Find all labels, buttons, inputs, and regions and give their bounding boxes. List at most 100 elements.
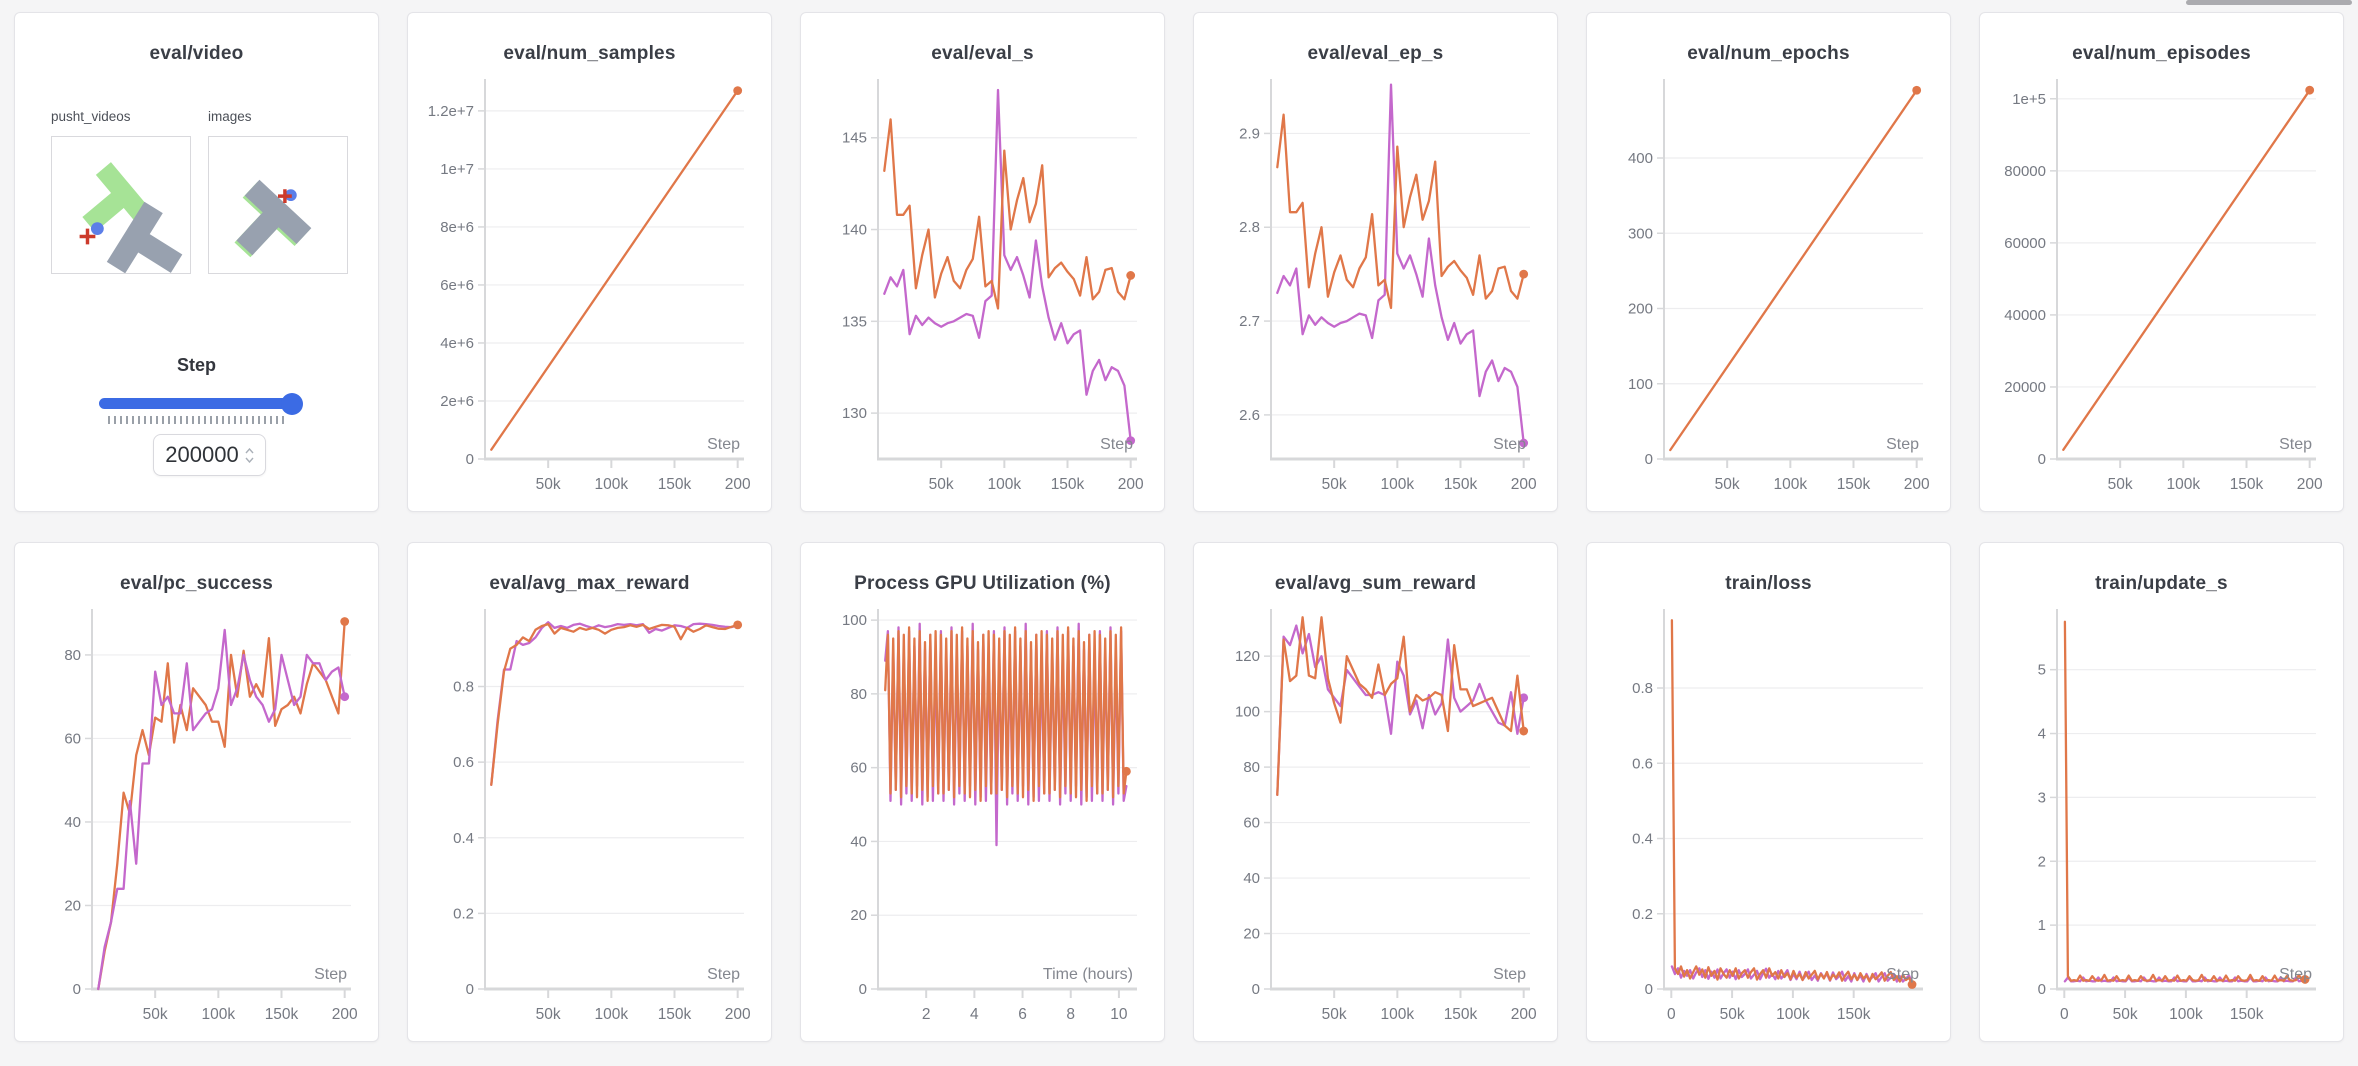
svg-text:50k: 50k <box>1322 1006 1347 1023</box>
chart-title: eval/pc_success <box>119 573 273 594</box>
svg-text:80000: 80000 <box>2004 163 2046 180</box>
svg-text:150k: 150k <box>265 1006 299 1023</box>
svg-text:50k: 50k <box>2113 1006 2138 1023</box>
svg-text:100k: 100k <box>1774 476 1808 493</box>
svg-text:0: 0 <box>1252 981 1260 998</box>
svg-text:Step: Step <box>1493 966 1526 983</box>
svg-text:135: 135 <box>842 313 867 330</box>
panel-eval-num-samples: eval/num_samples 0 2e+6 4e+6 6e+6 8e+6 1e+7 1.… <box>407 12 772 512</box>
line-chart[interactable]: 2.6 2.7 2.8 2.9 50k 100k 150k 200 Step <box>1207 69 1544 505</box>
line-chart[interactable]: 0 2e+6 4e+6 6e+6 8e+6 1e+7 1.2e+7 50k 100k 150k 20… <box>421 69 758 505</box>
svg-text:100k: 100k <box>595 476 629 493</box>
svg-text:60: 60 <box>850 760 867 777</box>
line-chart[interactable]: 0 20 40 60 80 50k 100k 150k 200 Step <box>28 599 365 1035</box>
panel-eval-eval-s: eval/eval_s 130 135 140 145 50k 100k 150k 200 St… <box>800 12 1165 512</box>
svg-text:1e+7: 1e+7 <box>440 161 474 178</box>
svg-text:150k: 150k <box>1444 1006 1478 1023</box>
svg-text:40: 40 <box>64 814 81 831</box>
svg-text:50k: 50k <box>1720 1006 1745 1023</box>
svg-text:2e+6: 2e+6 <box>440 393 474 410</box>
svg-text:1: 1 <box>2038 917 2046 934</box>
svg-text:0.4: 0.4 <box>1632 831 1653 848</box>
panel-eval-avg-max-reward: eval/avg_max_reward 0 0.2 0.4 0.6 0.8 50k 100k… <box>407 542 772 1042</box>
svg-text:20: 20 <box>1243 926 1260 943</box>
svg-text:200: 200 <box>1118 476 1144 493</box>
svg-text:3: 3 <box>2038 789 2046 806</box>
line-chart[interactable]: 0 20 40 60 80 100 2 4 6 8 10 Time (hours) <box>814 599 1151 1035</box>
svg-text:2: 2 <box>922 1006 931 1023</box>
svg-text:0.2: 0.2 <box>453 905 474 922</box>
svg-text:150k: 150k <box>658 1006 692 1023</box>
line-chart[interactable]: 130 135 140 145 50k 100k 150k 200 Step <box>814 69 1151 505</box>
svg-text:50k: 50k <box>536 1006 561 1023</box>
svg-text:1e+5: 1e+5 <box>2012 91 2046 108</box>
svg-text:150k: 150k <box>1837 476 1871 493</box>
svg-text:200: 200 <box>332 1006 358 1023</box>
chart-title: eval/num_episodes <box>2072 43 2251 64</box>
svg-text:Step: Step <box>314 966 347 983</box>
svg-text:20: 20 <box>850 907 867 924</box>
svg-text:100k: 100k <box>595 1006 629 1023</box>
svg-text:200: 200 <box>725 1006 751 1023</box>
svg-text:2.9: 2.9 <box>1239 125 1260 142</box>
svg-text:200: 200 <box>1628 301 1653 318</box>
pusht-video-thumbnail[interactable] <box>51 136 191 274</box>
step-slider-tickmarks <box>108 416 288 424</box>
svg-text:100: 100 <box>1235 704 1260 721</box>
horizontal-scrollbar-thumb[interactable] <box>2186 0 2352 5</box>
svg-text:0: 0 <box>1645 981 1653 998</box>
svg-text:40: 40 <box>850 833 867 850</box>
svg-text:150k: 150k <box>658 476 692 493</box>
pusht-video-frame <box>79 162 183 273</box>
step-slider-track[interactable] <box>99 398 301 409</box>
chart-title: eval/avg_sum_reward <box>1274 573 1477 594</box>
chart-title: eval/num_samples <box>503 43 676 64</box>
svg-text:2.8: 2.8 <box>1239 219 1260 236</box>
images-thumbnail[interactable] <box>208 136 348 274</box>
line-chart[interactable]: 0 20000 40000 60000 80000 1e+5 50k 100k 150k 200 S… <box>1993 69 2330 505</box>
line-chart[interactable]: 0 20 40 60 80 100 120 50k 100k 150k 200 Step <box>1207 599 1544 1035</box>
panel-eval-num-episodes: eval/num_episodes 0 20000 40000 60000 80000 1… <box>1979 12 2344 512</box>
svg-text:40: 40 <box>1243 870 1260 887</box>
svg-text:60000: 60000 <box>2004 235 2046 252</box>
step-slider-label: Step <box>176 355 216 375</box>
line-chart[interactable]: 0 0.2 0.4 0.6 0.8 50k 100k 150k 200 Step <box>421 599 758 1035</box>
svg-text:0: 0 <box>2038 981 2046 998</box>
svg-text:100k: 100k <box>2167 476 2201 493</box>
svg-text:100: 100 <box>1628 376 1653 393</box>
svg-text:200: 200 <box>725 476 751 493</box>
svg-text:4: 4 <box>2038 726 2046 743</box>
svg-text:100: 100 <box>842 612 867 629</box>
pusht-target-cross <box>79 228 96 245</box>
svg-text:150k: 150k <box>2230 476 2264 493</box>
panel-eval-video: eval/video pusht_videos images <box>14 12 379 512</box>
svg-text:100k: 100k <box>1381 476 1415 493</box>
svg-text:50k: 50k <box>1715 476 1740 493</box>
svg-text:2.6: 2.6 <box>1239 407 1260 424</box>
panel-title: eval/video <box>149 43 244 64</box>
number-spinner[interactable] <box>245 447 254 463</box>
svg-text:40000: 40000 <box>2004 307 2046 324</box>
svg-text:150k: 150k <box>2230 1006 2264 1023</box>
svg-text:6: 6 <box>1018 1006 1027 1023</box>
svg-text:200: 200 <box>1511 476 1537 493</box>
panel-eval-eval-ep-s: eval/eval_ep_s 2.6 2.7 2.8 2.9 50k 100k 150k 20… <box>1193 12 1558 512</box>
svg-text:100k: 100k <box>1381 1006 1415 1023</box>
step-value: 200000 <box>165 442 239 467</box>
line-chart[interactable]: 0 0.2 0.4 0.6 0.8 0 50k 100k 150k Step <box>1600 599 1937 1035</box>
svg-text:0: 0 <box>2038 451 2046 468</box>
svg-text:100k: 100k <box>1776 1006 1810 1023</box>
svg-text:150k: 150k <box>1444 476 1478 493</box>
svg-text:100k: 100k <box>988 476 1022 493</box>
svg-text:140: 140 <box>842 222 867 239</box>
line-chart[interactable]: 0 100 200 300 400 50k 100k 150k 200 Step <box>1600 69 1937 505</box>
svg-text:0: 0 <box>859 981 867 998</box>
panel-train-loss: train/loss 0 0.2 0.4 0.6 0.8 0 50k 100k 150k Step <box>1586 542 1951 1042</box>
svg-text:20000: 20000 <box>2004 379 2046 396</box>
step-slider-thumb[interactable] <box>281 393 303 415</box>
line-chart[interactable]: 0 1 2 3 4 5 0 50k 100k 150k Step <box>1993 599 2330 1035</box>
spinner-down-icon[interactable] <box>245 457 254 463</box>
step-number-input[interactable]: 200000 <box>153 434 266 476</box>
spinner-up-icon[interactable] <box>245 447 254 454</box>
